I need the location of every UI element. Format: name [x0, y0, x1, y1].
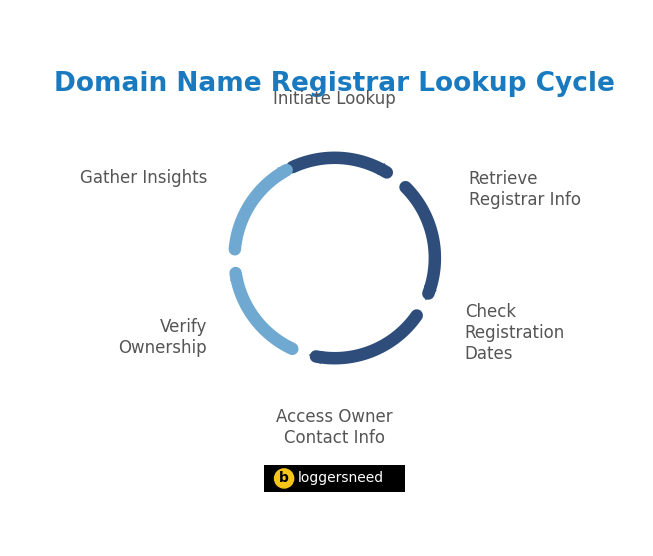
Text: Gather Insights: Gather Insights: [80, 170, 207, 187]
FancyBboxPatch shape: [264, 465, 406, 492]
Text: Initiate Lookup: Initiate Lookup: [274, 90, 396, 108]
Text: b: b: [279, 471, 289, 485]
Text: Retrieve
Registrar Info: Retrieve Registrar Info: [469, 170, 581, 209]
Text: Check
Registration
Dates: Check Registration Dates: [465, 304, 565, 363]
Text: Access Owner
Contact Info: Access Owner Contact Info: [276, 408, 393, 447]
Circle shape: [274, 469, 294, 488]
Text: Domain Name Registrar Lookup Cycle: Domain Name Registrar Lookup Cycle: [54, 71, 615, 97]
Text: loggersneed: loggersneed: [298, 471, 384, 485]
Text: Verify
Ownership: Verify Ownership: [119, 318, 207, 357]
